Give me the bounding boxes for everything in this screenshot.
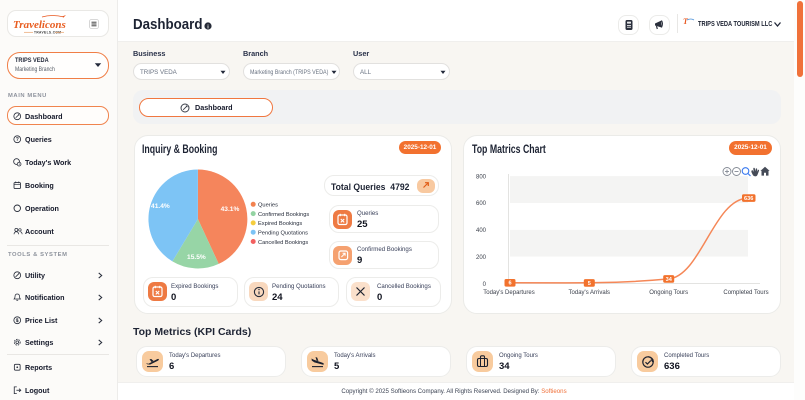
svg-text:TRAVELS.COM: TRAVELS.COM [34,31,61,35]
svg-text:?: ? [16,137,19,143]
svg-text:0: 0 [483,282,487,288]
svg-text:43.1%: 43.1% [221,206,240,213]
svg-text:Today's Arrivals: Today's Arrivals [569,290,611,296]
svg-text:600: 600 [476,201,487,207]
svg-text:T: T [683,17,689,26]
svg-text:400: 400 [476,228,487,234]
svg-text:636: 636 [744,196,753,202]
svg-text:Queries: Queries [258,203,278,209]
svg-text:15.5%: 15.5% [187,254,206,261]
svg-text:6: 6 [508,281,511,287]
svg-text:800: 800 [476,174,487,180]
svg-text:Ongoing Tours: Ongoing Tours [649,290,688,296]
svg-text:Cancelled Bookings: Cancelled Bookings [258,240,308,246]
svg-text:200: 200 [476,255,487,261]
svg-text:Today's Departures: Today's Departures [483,290,535,296]
svg-text:34: 34 [666,277,673,283]
svg-text:Pending Quotations: Pending Quotations [258,231,308,237]
svg-text:Travelicons: Travelicons [13,19,66,31]
svg-text:Completed Tours: Completed Tours [723,290,768,296]
svg-text:Confirmed Bookings: Confirmed Bookings [258,212,309,218]
svg-text:Expired Bookings: Expired Bookings [258,221,302,227]
svg-text:5: 5 [588,281,591,287]
svg-text:41.4%: 41.4% [151,203,170,210]
svg-text:i: i [207,24,209,30]
